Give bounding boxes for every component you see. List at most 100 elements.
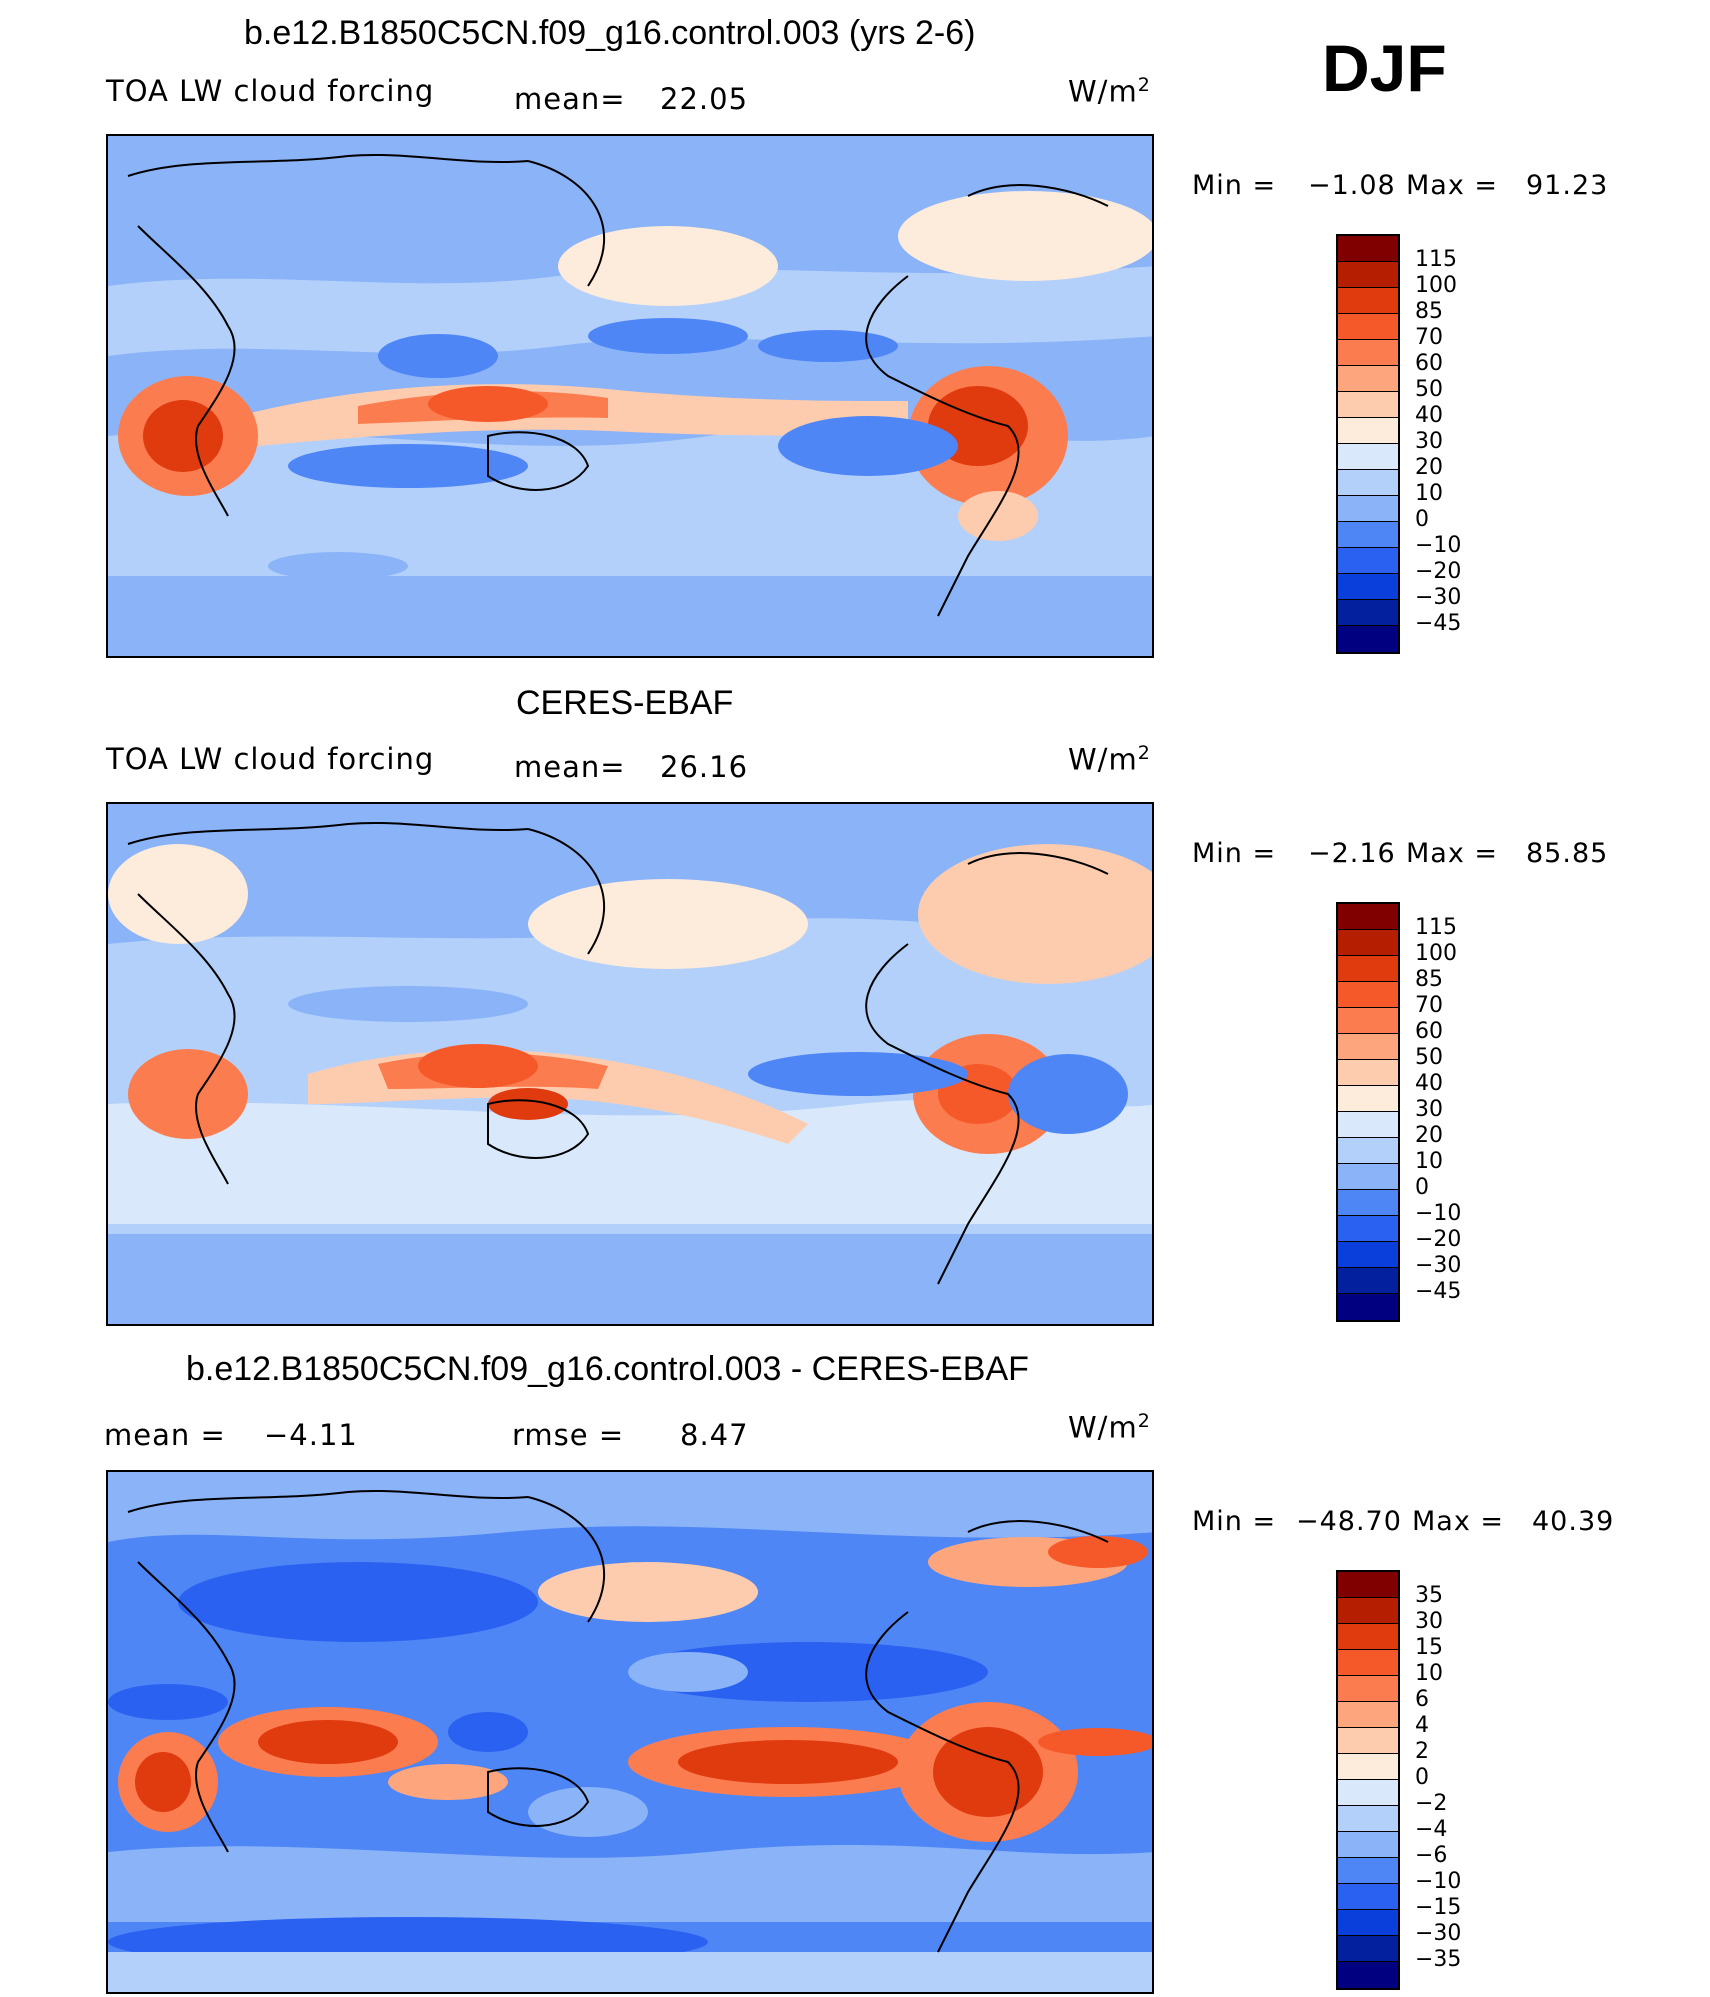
colorbar-swatch <box>1338 904 1398 930</box>
colorbar-tick-label: 30 <box>1415 1609 1443 1634</box>
colorbar-tick-label: −30 <box>1415 585 1462 610</box>
colorbar-swatch <box>1338 1858 1398 1884</box>
colorbar-tick-label: 0 <box>1415 507 1429 532</box>
colorbar-tick-label: 10 <box>1415 481 1443 506</box>
panel-3-mean-label: mean = <box>104 1418 226 1452</box>
panel-3-min-value: −48.70 <box>1296 1506 1402 1537</box>
panel-1-units: W/m2 <box>1068 74 1151 109</box>
colorbar-tick-label: −10 <box>1415 1201 1462 1226</box>
colorbar-swatch <box>1338 1572 1398 1598</box>
colorbar-tick-label: 40 <box>1415 403 1443 428</box>
panel-2-max-label: Max = <box>1406 838 1499 869</box>
colorbar-swatch <box>1338 470 1398 496</box>
colorbar-tick-label: 6 <box>1415 1687 1429 1712</box>
colorbar-tick-label: 60 <box>1415 351 1443 376</box>
colorbar-swatch <box>1338 418 1398 444</box>
colorbar-swatch <box>1338 1650 1398 1676</box>
colorbar-tick-label: 35 <box>1415 1583 1443 1608</box>
colorbar-tick-label: 20 <box>1415 1123 1443 1148</box>
colorbar-swatch <box>1338 1216 1398 1242</box>
colorbar-tick-label: −4 <box>1415 1817 1448 1842</box>
colorbar-swatch <box>1338 626 1398 652</box>
colorbar-swatch <box>1338 1936 1398 1962</box>
colorbar-tick-label: −20 <box>1415 1227 1462 1252</box>
season-label: DJF <box>1322 31 1447 105</box>
colorbar-tick-label: 0 <box>1415 1765 1429 1790</box>
panel-2-colorbar <box>1336 902 1400 1322</box>
panel-3-mean-value: −4.11 <box>264 1418 358 1452</box>
panel-1-variable-label: TOA LW cloud forcing <box>106 74 435 108</box>
colorbar-swatch <box>1338 522 1398 548</box>
colorbar-swatch <box>1338 262 1398 288</box>
colorbar-tick-label: −2 <box>1415 1791 1448 1816</box>
colorbar-swatch <box>1338 288 1398 314</box>
colorbar-tick-label: 70 <box>1415 325 1443 350</box>
colorbar-tick-label: −30 <box>1415 1253 1462 1278</box>
colorbar-tick-label: 10 <box>1415 1149 1443 1174</box>
panel-2-contour-field <box>108 804 1152 1324</box>
colorbar-tick-label: 50 <box>1415 1045 1443 1070</box>
panel-1-min-value: −1.08 <box>1308 170 1396 201</box>
panel-3-max-value: 40.39 <box>1532 1506 1615 1537</box>
colorbar-swatch <box>1338 1112 1398 1138</box>
panel-3-title: b.e12.B1850C5CN.f09_g16.control.003 - CE… <box>186 1350 1029 1388</box>
panel-1-colorbar <box>1336 234 1400 654</box>
panel-3-units: W/m2 <box>1068 1410 1151 1445</box>
colorbar-swatch <box>1338 340 1398 366</box>
colorbar-tick-label: 15 <box>1415 1635 1443 1660</box>
panel-2-title: CERES-EBAF <box>516 684 734 722</box>
colorbar-swatch <box>1338 392 1398 418</box>
colorbar-swatch <box>1338 1242 1398 1268</box>
panel-2-mean-label: mean= <box>514 750 626 784</box>
colorbar-tick-label: 30 <box>1415 429 1443 454</box>
colorbar-swatch <box>1338 366 1398 392</box>
colorbar-swatch <box>1338 1702 1398 1728</box>
panel-2-min-label: Min = <box>1192 838 1277 869</box>
panel-1-mean-value: 22.05 <box>660 82 749 116</box>
colorbar-swatch <box>1338 1034 1398 1060</box>
panel-1-max-label: Max = <box>1406 170 1499 201</box>
colorbar-swatch <box>1338 1598 1398 1624</box>
colorbar-swatch <box>1338 1624 1398 1650</box>
panel-1-map <box>106 134 1154 658</box>
panel-2-variable-label: TOA LW cloud forcing <box>106 742 435 776</box>
colorbar-tick-label: −45 <box>1415 1279 1462 1304</box>
panel-3-contour-field <box>108 1472 1152 1992</box>
colorbar-tick-label: −20 <box>1415 559 1462 584</box>
panel-2-max-value: 85.85 <box>1526 838 1609 869</box>
colorbar-swatch <box>1338 1832 1398 1858</box>
colorbar-swatch <box>1338 982 1398 1008</box>
colorbar-swatch <box>1338 1780 1398 1806</box>
colorbar-tick-label: 20 <box>1415 455 1443 480</box>
panel-1-title: b.e12.B1850C5CN.f09_g16.control.003 (yrs… <box>244 14 976 52</box>
panel-2-min-value: −2.16 <box>1308 838 1396 869</box>
panel-2-map <box>106 802 1154 1326</box>
panel-2-mean-value: 26.16 <box>660 750 749 784</box>
panel-3-min-label: Min = <box>1192 1506 1277 1537</box>
colorbar-swatch <box>1338 1962 1398 1988</box>
colorbar-tick-label: 115 <box>1415 915 1457 940</box>
panel-3-rmse-label: rmse = <box>512 1418 625 1452</box>
colorbar-tick-label: −45 <box>1415 611 1462 636</box>
panel-3-max-label: Max = <box>1412 1506 1505 1537</box>
colorbar-swatch <box>1338 444 1398 470</box>
colorbar-tick-label: −35 <box>1415 1947 1462 1972</box>
colorbar-swatch <box>1338 956 1398 982</box>
colorbar-tick-label: −10 <box>1415 1869 1462 1894</box>
colorbar-swatch <box>1338 236 1398 262</box>
colorbar-swatch <box>1338 1060 1398 1086</box>
colorbar-tick-label: 100 <box>1415 941 1457 966</box>
colorbar-tick-label: 10 <box>1415 1661 1443 1686</box>
colorbar-tick-label: 85 <box>1415 967 1443 992</box>
panel-1-mean-label: mean= <box>514 82 626 116</box>
colorbar-swatch <box>1338 1676 1398 1702</box>
colorbar-swatch <box>1338 1884 1398 1910</box>
panel-3-colorbar <box>1336 1570 1400 1990</box>
colorbar-swatch <box>1338 1086 1398 1112</box>
panel-1-min-label: Min = <box>1192 170 1277 201</box>
panel-3-map <box>106 1470 1154 1994</box>
colorbar-swatch <box>1338 1138 1398 1164</box>
colorbar-tick-label: 30 <box>1415 1097 1443 1122</box>
colorbar-swatch <box>1338 1268 1398 1294</box>
colorbar-swatch <box>1338 574 1398 600</box>
